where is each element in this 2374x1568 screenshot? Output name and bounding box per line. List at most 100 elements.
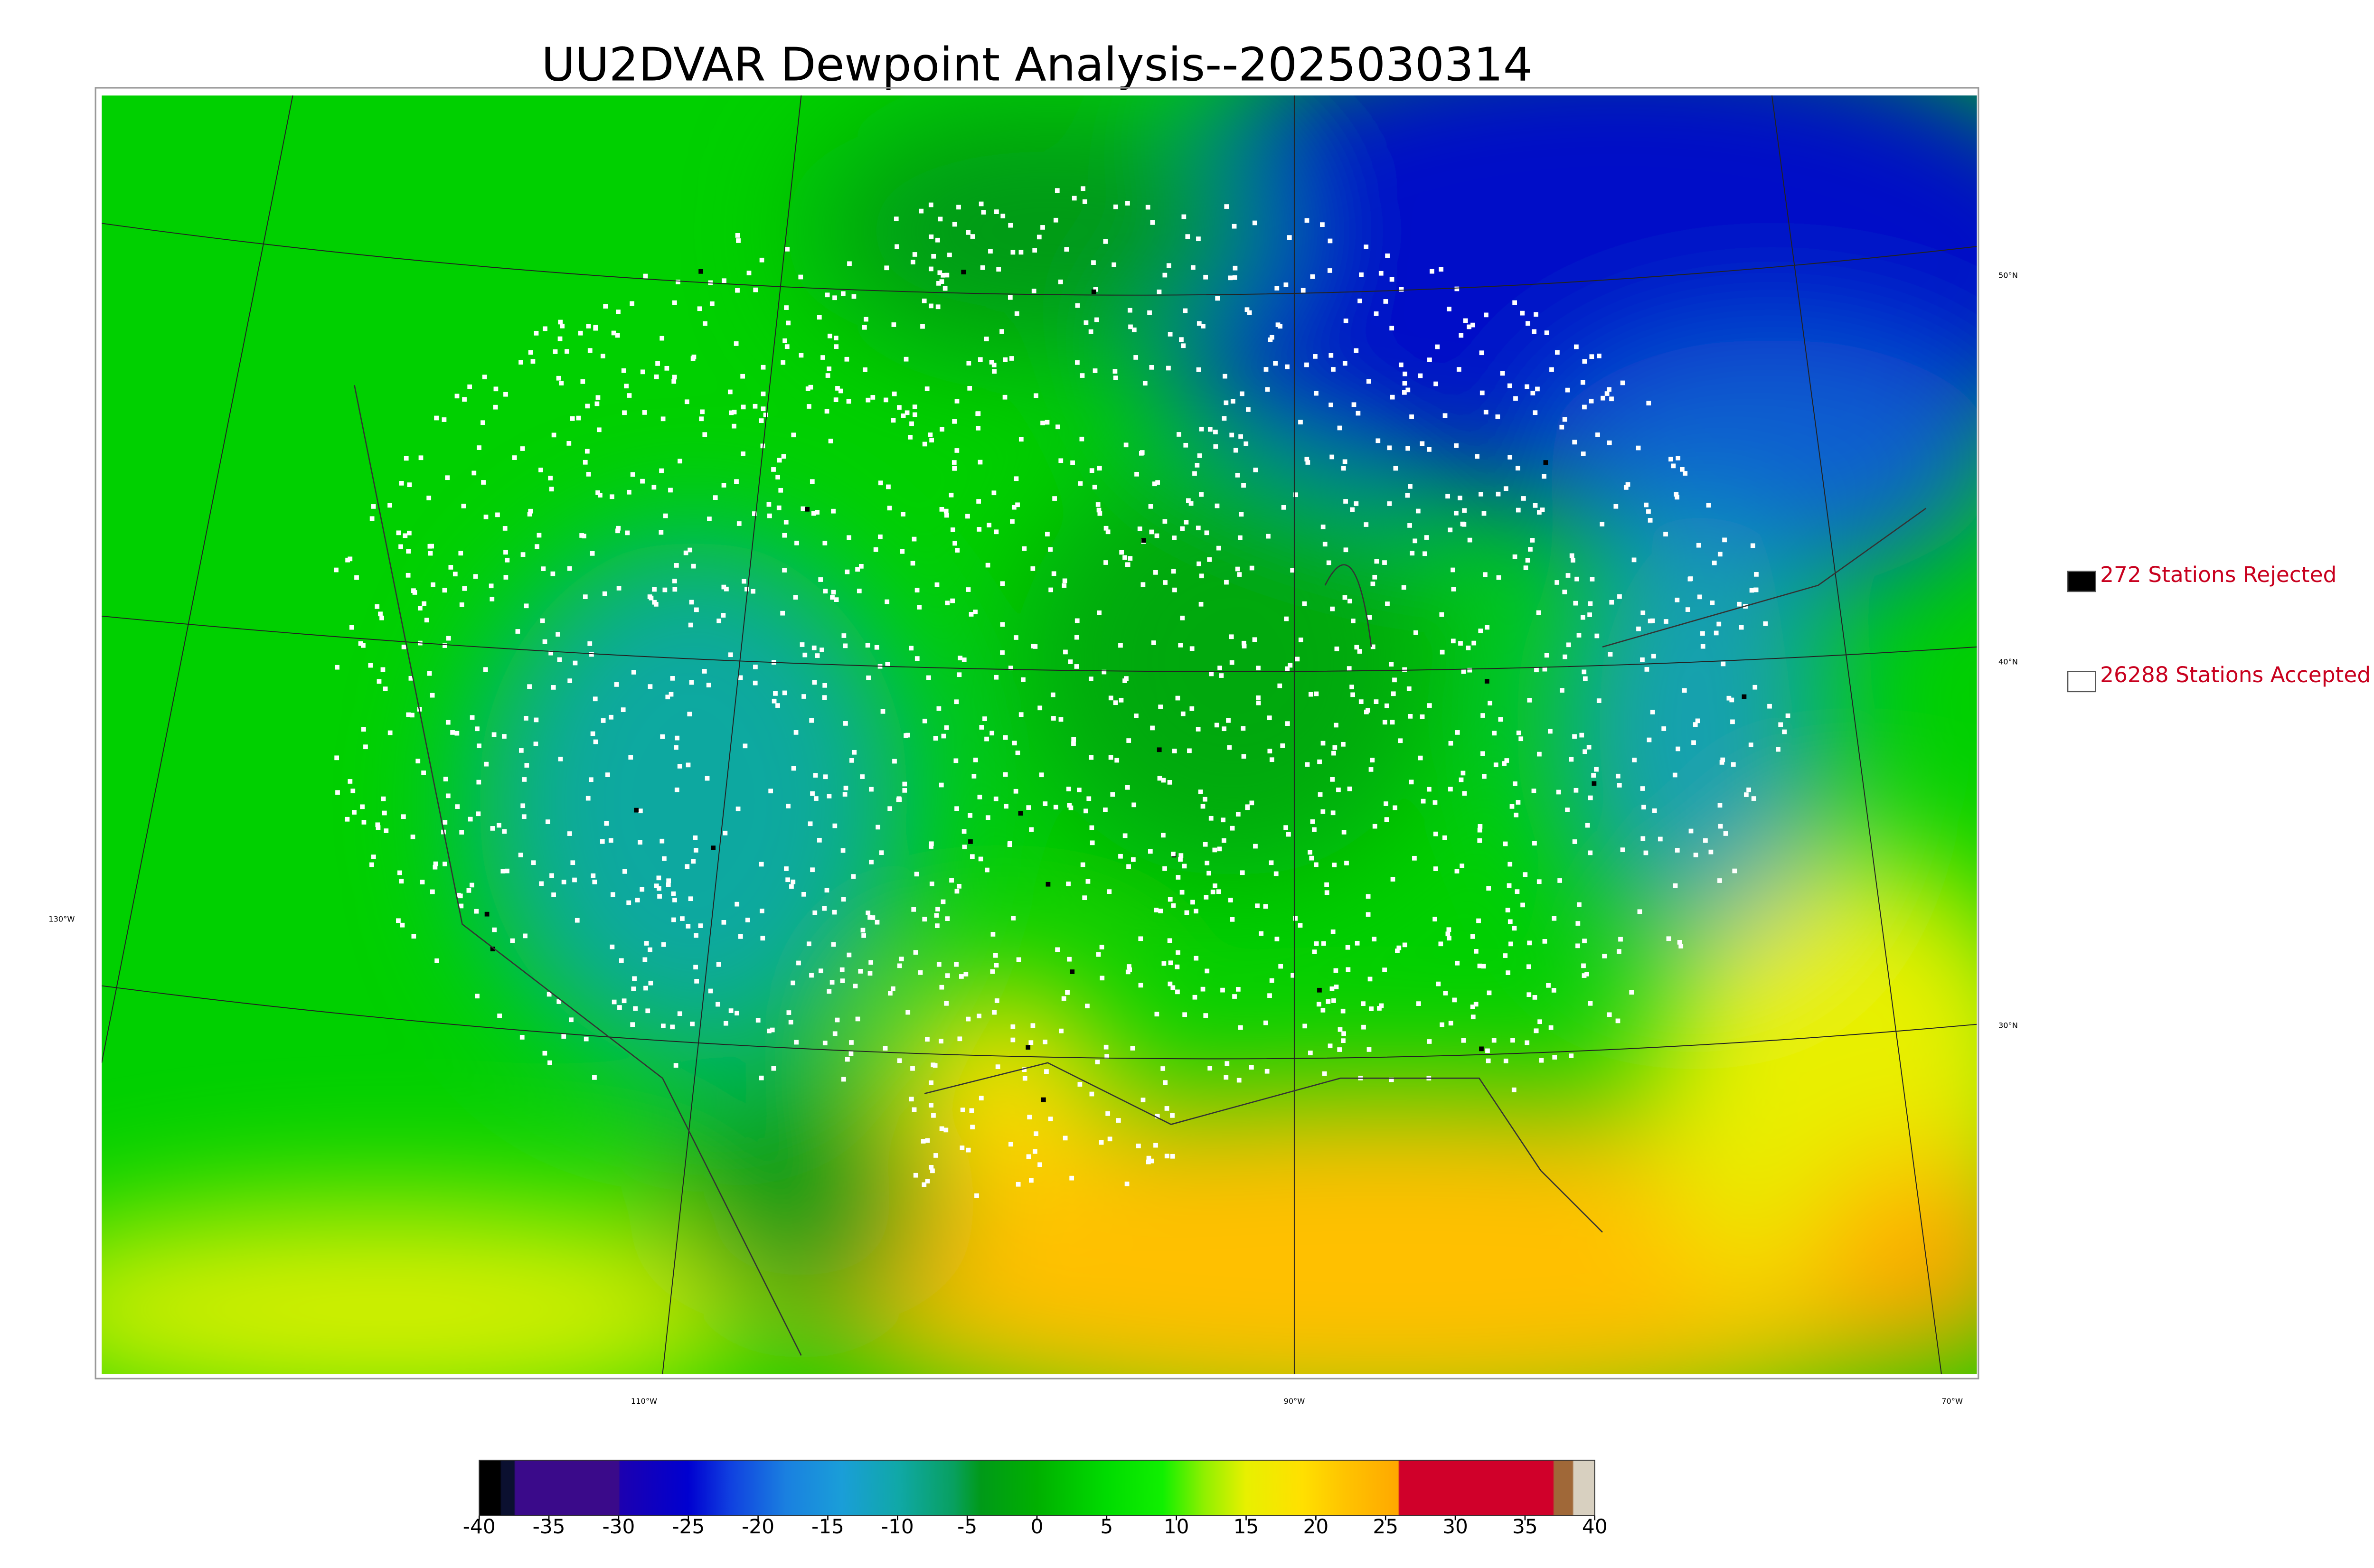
station: [1291, 973, 1296, 978]
station: [1053, 217, 1058, 223]
station: [952, 541, 957, 546]
station: [459, 830, 464, 835]
station: [1620, 847, 1625, 853]
station: [1393, 466, 1398, 471]
station: [966, 361, 971, 366]
station: [784, 305, 789, 310]
colorbar-tick-label: -35: [533, 1515, 565, 1538]
station: [1235, 987, 1241, 992]
station: [1350, 692, 1356, 697]
station: [1354, 645, 1359, 650]
station: [583, 460, 588, 465]
colorbar: -40 -35 -30 -25 -20 -15 -10 -5 0 5 10 15 20 25 30 35 40: [463, 1459, 1608, 1538]
station: [677, 1011, 682, 1016]
station: [1331, 998, 1336, 1003]
station: [760, 936, 765, 941]
station: [1183, 442, 1188, 448]
station: [809, 718, 814, 723]
station: [659, 336, 665, 341]
station: [1366, 379, 1371, 384]
station: [818, 577, 823, 582]
station: [1534, 667, 1539, 673]
station: [690, 356, 696, 361]
station: [1244, 307, 1250, 312]
station: [848, 1051, 854, 1056]
station: [1287, 235, 1292, 240]
station: [1196, 561, 1201, 566]
station: [551, 432, 556, 438]
station: [735, 1011, 739, 1016]
station: [1390, 720, 1395, 725]
station: [1180, 711, 1186, 716]
station: [1440, 649, 1445, 655]
station: [1658, 836, 1663, 842]
station: [1332, 863, 1337, 867]
station: [1651, 654, 1656, 659]
station: [1064, 247, 1069, 252]
station: [1459, 333, 1464, 338]
station: [827, 366, 832, 371]
station: [784, 866, 789, 871]
station: [885, 662, 890, 667]
station: [694, 607, 699, 612]
station: [1224, 400, 1229, 405]
station: [979, 201, 984, 207]
station: [558, 319, 563, 325]
station: [361, 643, 366, 648]
station: [1295, 657, 1300, 662]
station: [994, 675, 999, 680]
station: [567, 831, 572, 836]
station: [427, 671, 432, 676]
station: [1460, 864, 1465, 868]
station: [1110, 792, 1115, 797]
station: [1427, 447, 1432, 452]
station: [531, 860, 536, 865]
station: [1246, 407, 1251, 412]
station: [1145, 205, 1150, 210]
station: [1313, 354, 1318, 359]
station: [1390, 394, 1395, 400]
station: [519, 1035, 525, 1040]
station: [811, 511, 816, 516]
station: [546, 992, 552, 997]
station: [716, 619, 722, 623]
station: [1181, 343, 1186, 348]
station: [1588, 601, 1593, 606]
station: [824, 888, 829, 893]
station: [1693, 853, 1698, 857]
station: [1342, 595, 1347, 600]
station: [406, 549, 411, 554]
station: [572, 877, 577, 883]
station: [1542, 667, 1547, 672]
station: [743, 743, 748, 749]
station: [1043, 801, 1048, 806]
station: [1048, 587, 1054, 592]
station: [648, 980, 653, 986]
station: [1385, 254, 1390, 258]
station: [545, 819, 550, 824]
station: [1208, 816, 1214, 821]
station: [786, 804, 791, 808]
station: [1275, 322, 1281, 328]
station: [521, 814, 527, 819]
station: [1532, 841, 1537, 846]
station: [433, 861, 438, 866]
station: [1314, 941, 1319, 946]
station: [954, 399, 960, 404]
station: [1149, 529, 1154, 535]
station: [832, 295, 837, 300]
station: [1314, 862, 1319, 867]
station: [1647, 737, 1652, 742]
station: [753, 665, 758, 669]
station: [450, 730, 455, 735]
station: [793, 730, 799, 735]
station: [1574, 576, 1579, 582]
colorbar-tick-label: 35: [1512, 1515, 1538, 1538]
station: [674, 787, 679, 792]
station: [1493, 762, 1498, 768]
station: [1436, 981, 1441, 986]
station: [1061, 996, 1066, 1001]
station: [741, 451, 745, 456]
station: [1408, 484, 1413, 489]
station: [1146, 1155, 1151, 1161]
